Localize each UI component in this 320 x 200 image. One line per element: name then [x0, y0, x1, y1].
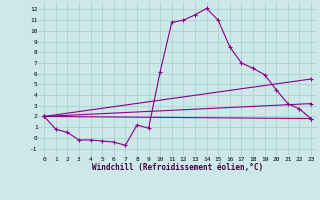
X-axis label: Windchill (Refroidissement éolien,°C): Windchill (Refroidissement éolien,°C): [92, 163, 263, 172]
